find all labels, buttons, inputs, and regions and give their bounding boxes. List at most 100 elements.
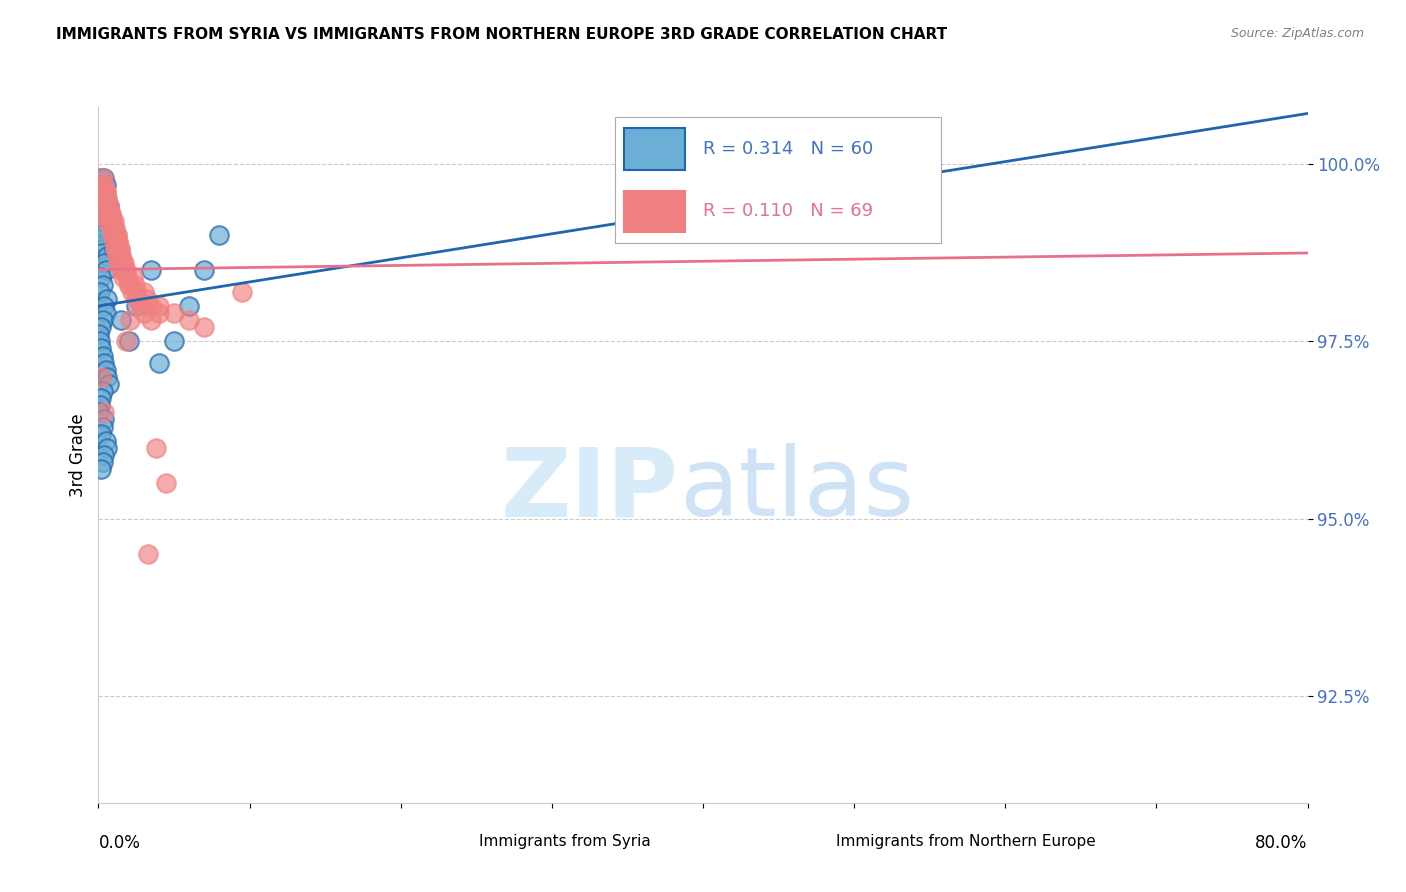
Point [90, 213, 112, 227]
Point [193, 320, 215, 334]
Point [93, 178, 115, 193]
Point [124, 277, 146, 292]
Point [90, 242, 112, 256]
Point [148, 306, 170, 320]
Point [118, 334, 141, 349]
Point [96, 369, 118, 384]
Point [96, 199, 118, 213]
Point [89, 334, 111, 349]
Point [98, 199, 121, 213]
Point [114, 334, 136, 349]
Point [90, 462, 112, 476]
Point [89, 398, 111, 412]
Point [91, 192, 114, 206]
Point [89, 285, 111, 299]
Point [91, 313, 114, 327]
Text: Source: ZipAtlas.com: Source: ZipAtlas.com [1230, 27, 1364, 40]
Point [91, 384, 114, 398]
Text: 80.0%: 80.0% [1256, 834, 1308, 852]
Point [135, 292, 157, 306]
Point [93, 405, 115, 419]
Point [90, 186, 112, 200]
Point [231, 285, 253, 299]
Point [145, 441, 167, 455]
Point [125, 299, 148, 313]
Point [148, 299, 170, 313]
Point [91, 206, 114, 220]
Bar [624, 191, 685, 232]
Point [90, 320, 112, 334]
Point [96, 192, 118, 206]
Point [125, 285, 148, 299]
Point [120, 313, 142, 327]
Point [90, 270, 112, 285]
Point [93, 299, 115, 313]
Point [89, 405, 111, 419]
Point [96, 249, 118, 263]
Point [141, 299, 163, 313]
Point [107, 256, 129, 270]
Point [89, 178, 111, 193]
Point [89, 178, 111, 193]
Point [179, 299, 201, 313]
Point [98, 376, 121, 391]
Point [105, 249, 128, 263]
Point [112, 256, 135, 270]
Point [100, 220, 122, 235]
Point [155, 476, 177, 491]
Point [93, 356, 115, 370]
Point [89, 227, 111, 242]
Point [90, 186, 112, 200]
Point [93, 256, 115, 270]
Point [100, 206, 122, 220]
Point [193, 263, 215, 277]
Point [141, 313, 163, 327]
Point [141, 263, 163, 277]
Point [118, 277, 141, 292]
Point [115, 270, 138, 285]
Point [90, 426, 112, 441]
Text: atlas: atlas [679, 443, 914, 536]
Point [107, 235, 129, 249]
Point [94, 186, 117, 200]
Point [91, 186, 114, 200]
Text: R = 0.314   N = 60: R = 0.314 N = 60 [703, 140, 873, 158]
Point [91, 206, 114, 220]
Point [98, 199, 121, 213]
Point [103, 242, 125, 256]
Point [163, 334, 186, 349]
Point [101, 213, 124, 227]
Point [94, 206, 117, 220]
Point [111, 256, 134, 270]
Point [93, 171, 115, 186]
Point [94, 186, 117, 200]
Text: 0.0%: 0.0% [98, 834, 141, 852]
Point [94, 263, 117, 277]
Point [94, 362, 117, 376]
Point [148, 356, 170, 370]
Point [94, 227, 117, 242]
Point [129, 299, 152, 313]
Point [110, 249, 132, 263]
Point [179, 313, 201, 327]
Point [94, 178, 117, 193]
Point [94, 434, 117, 448]
Point [103, 213, 125, 227]
Point [91, 171, 114, 186]
Point [118, 277, 141, 292]
Point [103, 235, 125, 249]
Point [111, 270, 134, 285]
Point [108, 242, 131, 256]
Point [89, 192, 111, 206]
Point [110, 313, 132, 327]
Point [163, 306, 186, 320]
Text: R = 0.110   N = 69: R = 0.110 N = 69 [703, 202, 873, 220]
Point [132, 285, 155, 299]
Point [110, 263, 132, 277]
Text: Immigrants from Northern Europe: Immigrants from Northern Europe [837, 834, 1095, 849]
Point [132, 306, 155, 320]
Text: IMMIGRANTS FROM SYRIA VS IMMIGRANTS FROM NORTHERN EUROPE 3RD GRADE CORRELATION C: IMMIGRANTS FROM SYRIA VS IMMIGRANTS FROM… [56, 27, 948, 42]
Point [93, 448, 115, 462]
Bar [624, 128, 685, 169]
Point [91, 419, 114, 434]
